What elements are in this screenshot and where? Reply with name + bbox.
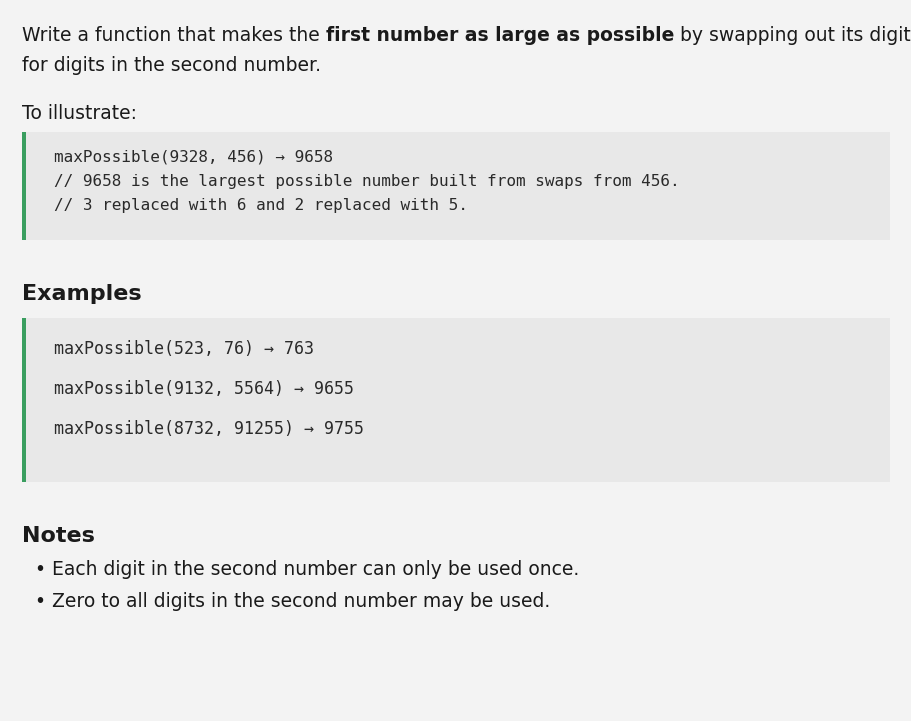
FancyBboxPatch shape <box>22 132 889 240</box>
Text: by swapping out its digits: by swapping out its digits <box>673 26 911 45</box>
Text: Write a function that makes the: Write a function that makes the <box>22 26 325 45</box>
Text: Zero to all digits in the second number may be used.: Zero to all digits in the second number … <box>52 592 549 611</box>
Text: first number as large as possible: first number as large as possible <box>325 26 673 45</box>
Text: maxPossible(8732, 91255) → 9755: maxPossible(8732, 91255) → 9755 <box>54 420 363 438</box>
Text: To illustrate:: To illustrate: <box>22 104 137 123</box>
Text: maxPossible(9328, 456) → 9658: maxPossible(9328, 456) → 9658 <box>54 150 333 165</box>
Text: •: • <box>34 560 45 579</box>
Text: Notes: Notes <box>22 526 95 546</box>
FancyBboxPatch shape <box>22 318 26 482</box>
Text: maxPossible(523, 76) → 763: maxPossible(523, 76) → 763 <box>54 340 313 358</box>
Text: for digits in the second number.: for digits in the second number. <box>22 56 321 75</box>
FancyBboxPatch shape <box>22 132 26 240</box>
Text: Each digit in the second number can only be used once.: Each digit in the second number can only… <box>52 560 578 579</box>
Text: maxPossible(9132, 5564) → 9655: maxPossible(9132, 5564) → 9655 <box>54 380 353 398</box>
Text: •: • <box>34 592 45 611</box>
Text: Examples: Examples <box>22 284 141 304</box>
Text: // 3 replaced with 6 and 2 replaced with 5.: // 3 replaced with 6 and 2 replaced with… <box>54 198 467 213</box>
FancyBboxPatch shape <box>22 318 889 482</box>
Text: // 9658 is the largest possible number built from swaps from 456.: // 9658 is the largest possible number b… <box>54 174 679 189</box>
